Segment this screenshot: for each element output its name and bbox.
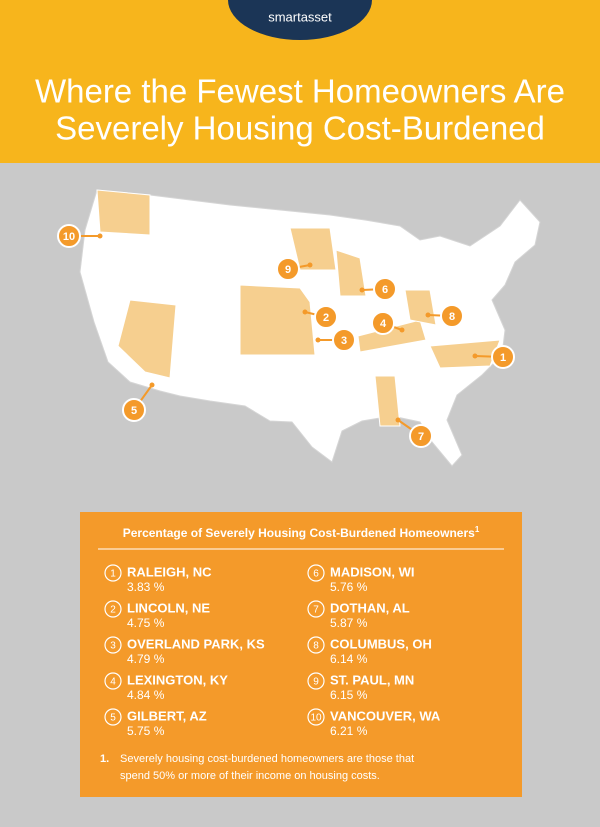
state	[335, 249, 367, 297]
marker	[314, 305, 338, 329]
city-dot	[395, 417, 401, 423]
city-name: OVERLAND PARK, KS	[127, 636, 265, 651]
city-name: RALEIGH, NC	[127, 564, 212, 579]
city-name: ST. PAUL, MN	[330, 672, 414, 687]
marker-number: 5	[131, 405, 137, 417]
state	[357, 319, 427, 353]
city-value: 6.14 %	[330, 652, 368, 666]
marker	[332, 328, 356, 352]
rank-circle	[307, 636, 325, 654]
marker-number: 8	[449, 311, 455, 323]
rank-circle	[307, 672, 325, 690]
rank-circle	[104, 564, 122, 582]
city-name: COLUMBUS, OH	[330, 636, 432, 651]
city-dot	[149, 382, 155, 388]
panel-heading: Percentage of Severely Housing Cost-Burd…	[123, 525, 480, 540]
footnote-text: spend 50% or more of their income on hou…	[120, 770, 380, 782]
city-name: LEXINGTON, KY	[127, 672, 228, 687]
marker-number: 6	[382, 284, 388, 296]
title-line: Severely Housing Cost-Burdened	[55, 110, 545, 147]
city-value: 4.75 %	[127, 616, 165, 630]
city-value: 6.21 %	[330, 724, 368, 738]
marker-number: 4	[380, 318, 387, 330]
city-value: 4.79 %	[127, 652, 165, 666]
city-value: 3.83 %	[127, 580, 165, 594]
rank-number: 3	[110, 641, 116, 652]
marker	[122, 398, 146, 422]
marker-number: 3	[341, 335, 347, 347]
footnote-text: Severely housing cost-burdened homeowner…	[120, 753, 414, 765]
highlighted-states	[96, 189, 501, 427]
marker	[276, 257, 300, 281]
state	[239, 284, 316, 356]
city-name: LINCOLN, NE	[127, 600, 210, 615]
rank-circle	[307, 600, 325, 618]
rank-number: 2	[110, 605, 116, 616]
rank-number: 1	[110, 569, 116, 580]
state	[374, 375, 401, 427]
heading-note: 1	[475, 525, 480, 534]
rank-number: 4	[110, 677, 116, 688]
city-name: MADISON, WI	[330, 564, 415, 579]
rank-circle	[104, 708, 122, 726]
city-dot	[472, 353, 478, 359]
city-dot	[97, 233, 103, 239]
city-value: 5.76 %	[330, 580, 368, 594]
rank-number: 8	[313, 641, 319, 652]
marker	[440, 304, 464, 328]
marker-number: 2	[323, 312, 329, 324]
rank-circle	[104, 600, 122, 618]
rank-number: 9	[313, 677, 319, 688]
rank-circle	[104, 636, 122, 654]
marker-number: 9	[285, 264, 291, 276]
marker	[373, 277, 397, 301]
marker-number: 1	[500, 352, 506, 364]
state	[404, 289, 437, 326]
footnote-number: 1.	[100, 753, 109, 765]
rank-number: 10	[310, 713, 322, 724]
rank-number: 5	[110, 713, 116, 724]
ranking-list: 1 RALEIGH, NC3.83 % 2 LINCOLN, NE4.75 % 3 OVE…	[104, 564, 441, 738]
city-dot	[302, 309, 308, 315]
rank-number: 7	[313, 605, 319, 616]
marker-number: 7	[418, 431, 424, 443]
city-value: 6.15 %	[330, 688, 368, 702]
state	[96, 189, 151, 236]
city-value: 5.75 %	[127, 724, 165, 738]
city-dot	[399, 327, 405, 333]
rank-number: 6	[313, 569, 319, 580]
us-map	[79, 189, 541, 467]
heading-text: Percentage of Severely Housing Cost-Burd…	[123, 526, 475, 540]
marker	[491, 345, 515, 369]
marker	[57, 224, 81, 248]
city-name: GILBERT, AZ	[127, 708, 207, 723]
rank-circle	[307, 564, 325, 582]
city-name: DOTHAN, AL	[330, 600, 410, 615]
logo: smartasset	[268, 9, 332, 24]
state	[117, 299, 177, 379]
city-value: 5.87 %	[330, 616, 368, 630]
city-name: VANCOUVER, WA	[330, 708, 441, 723]
state	[289, 227, 337, 271]
ranking-panel	[80, 512, 522, 797]
city-value: 4.84 %	[127, 688, 165, 702]
city-dot	[307, 262, 313, 268]
state	[429, 339, 501, 369]
city-dot	[315, 337, 321, 343]
marker-number: 10	[63, 231, 75, 243]
marker	[371, 311, 395, 335]
rank-circle	[104, 672, 122, 690]
marker	[409, 424, 433, 448]
city-dot	[359, 287, 365, 293]
title-line: Where the Fewest Homeowners Are	[35, 73, 565, 110]
rank-circle	[307, 708, 325, 726]
logo-badge	[228, 0, 372, 40]
city-dot	[425, 312, 431, 318]
